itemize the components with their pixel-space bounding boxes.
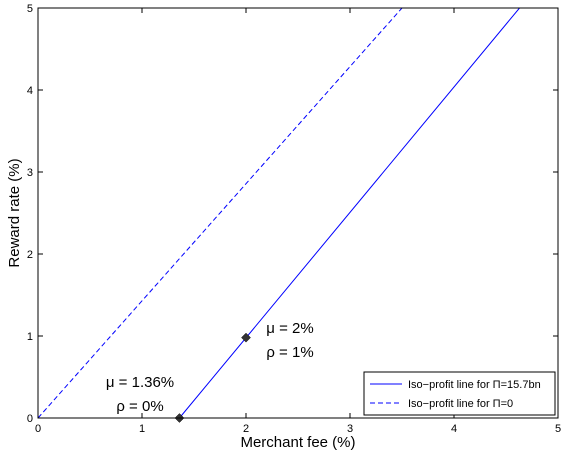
annotation-2-line1: μ = 2% [266, 320, 313, 337]
x-tick-label: 4 [451, 423, 457, 435]
y-tick-label: 3 [27, 167, 33, 179]
legend-label-2: Iso−profit line for Π=0 [408, 398, 513, 410]
legend-box [363, 371, 556, 416]
x-tick-label: 3 [347, 423, 353, 435]
data-point-marker-2 [241, 332, 251, 343]
annotations-group: μ = 1.36% ρ = 0% μ = 2% ρ = 1% [106, 320, 314, 415]
plot-area [38, 8, 558, 418]
y-tick-label: 0 [27, 413, 33, 425]
annotation-1-line1: μ = 1.36% [106, 374, 174, 391]
annotation-2-line2: ρ = 1% [266, 344, 313, 361]
x-tick-label: 5 [555, 423, 561, 435]
axis-ticks: 0 1 2 3 4 5 0 1 2 3 4 5 [27, 3, 561, 435]
legend: Iso−profit line for Π=15.7bn Iso−profit … [363, 371, 556, 416]
x-tick-label: 2 [243, 423, 249, 435]
x-axis-label: Merchant fee (%) [240, 434, 355, 451]
legend-label-1: Iso−profit line for Π=15.7bn [408, 379, 541, 391]
y-tick-label: 4 [27, 85, 33, 97]
y-tick-label: 5 [27, 3, 33, 15]
y-axis-label: Reward rate (%) [6, 158, 23, 267]
annotation-1-line2: ρ = 0% [116, 398, 163, 415]
y-tick-label: 2 [27, 249, 33, 261]
y-tick-label: 1 [27, 331, 33, 343]
x-tick-label: 1 [139, 423, 145, 435]
plot-frame [37, 7, 559, 419]
x-tick-label: 0 [35, 423, 41, 435]
